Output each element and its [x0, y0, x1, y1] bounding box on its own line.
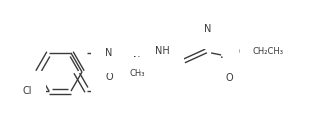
Text: NH: NH [155, 46, 169, 56]
Text: N: N [204, 24, 212, 34]
Text: O: O [225, 73, 233, 83]
Text: O: O [238, 47, 246, 57]
Text: N: N [134, 56, 141, 66]
Text: O: O [105, 72, 113, 82]
Text: CH₃: CH₃ [129, 69, 145, 78]
Text: N: N [106, 86, 113, 96]
Text: Cl: Cl [22, 86, 32, 96]
Text: N: N [106, 48, 113, 58]
Text: CH₂CH₃: CH₂CH₃ [253, 47, 284, 56]
